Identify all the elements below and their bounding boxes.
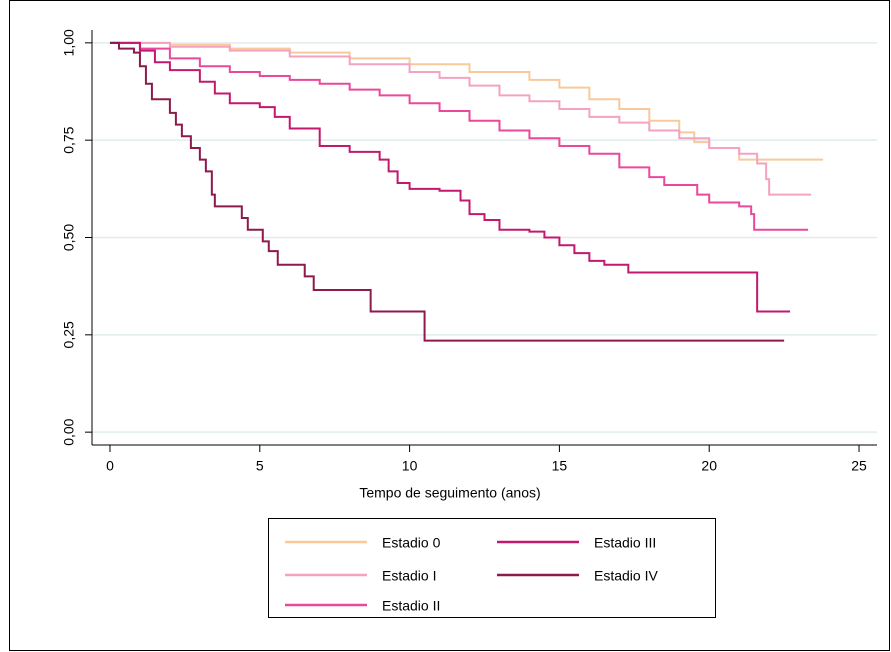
legend-label: Estadio I xyxy=(382,568,436,584)
x-tick-label: 5 xyxy=(256,458,264,474)
x-axis-title: Tempo de seguimento (anos) xyxy=(359,485,540,501)
survival-curve xyxy=(109,41,791,313)
y-tick-label: 1,00 xyxy=(61,29,77,56)
legend-label: Estadio IV xyxy=(594,568,658,584)
legend-label: Estadio II xyxy=(382,598,440,614)
x-tick-label: 0 xyxy=(106,458,114,474)
x-tick-label: 15 xyxy=(552,458,568,474)
x-tick-label: 20 xyxy=(701,458,717,474)
x-tick-label: 10 xyxy=(402,458,418,474)
y-tick-label: 0,50 xyxy=(61,224,77,251)
y-tick-label: 0,75 xyxy=(61,126,77,153)
survival-curve xyxy=(109,41,785,342)
survival-curve xyxy=(109,41,812,196)
legend-box xyxy=(268,518,716,618)
legend-label: Estadio 0 xyxy=(382,535,441,551)
y-tick-label: 0,25 xyxy=(61,321,77,348)
y-tick-label: 0,00 xyxy=(61,418,77,445)
survival-curve xyxy=(109,41,809,231)
legend-label: Estadio III xyxy=(594,535,656,551)
x-tick-label: 25 xyxy=(851,458,867,474)
survival-curve xyxy=(109,41,824,161)
